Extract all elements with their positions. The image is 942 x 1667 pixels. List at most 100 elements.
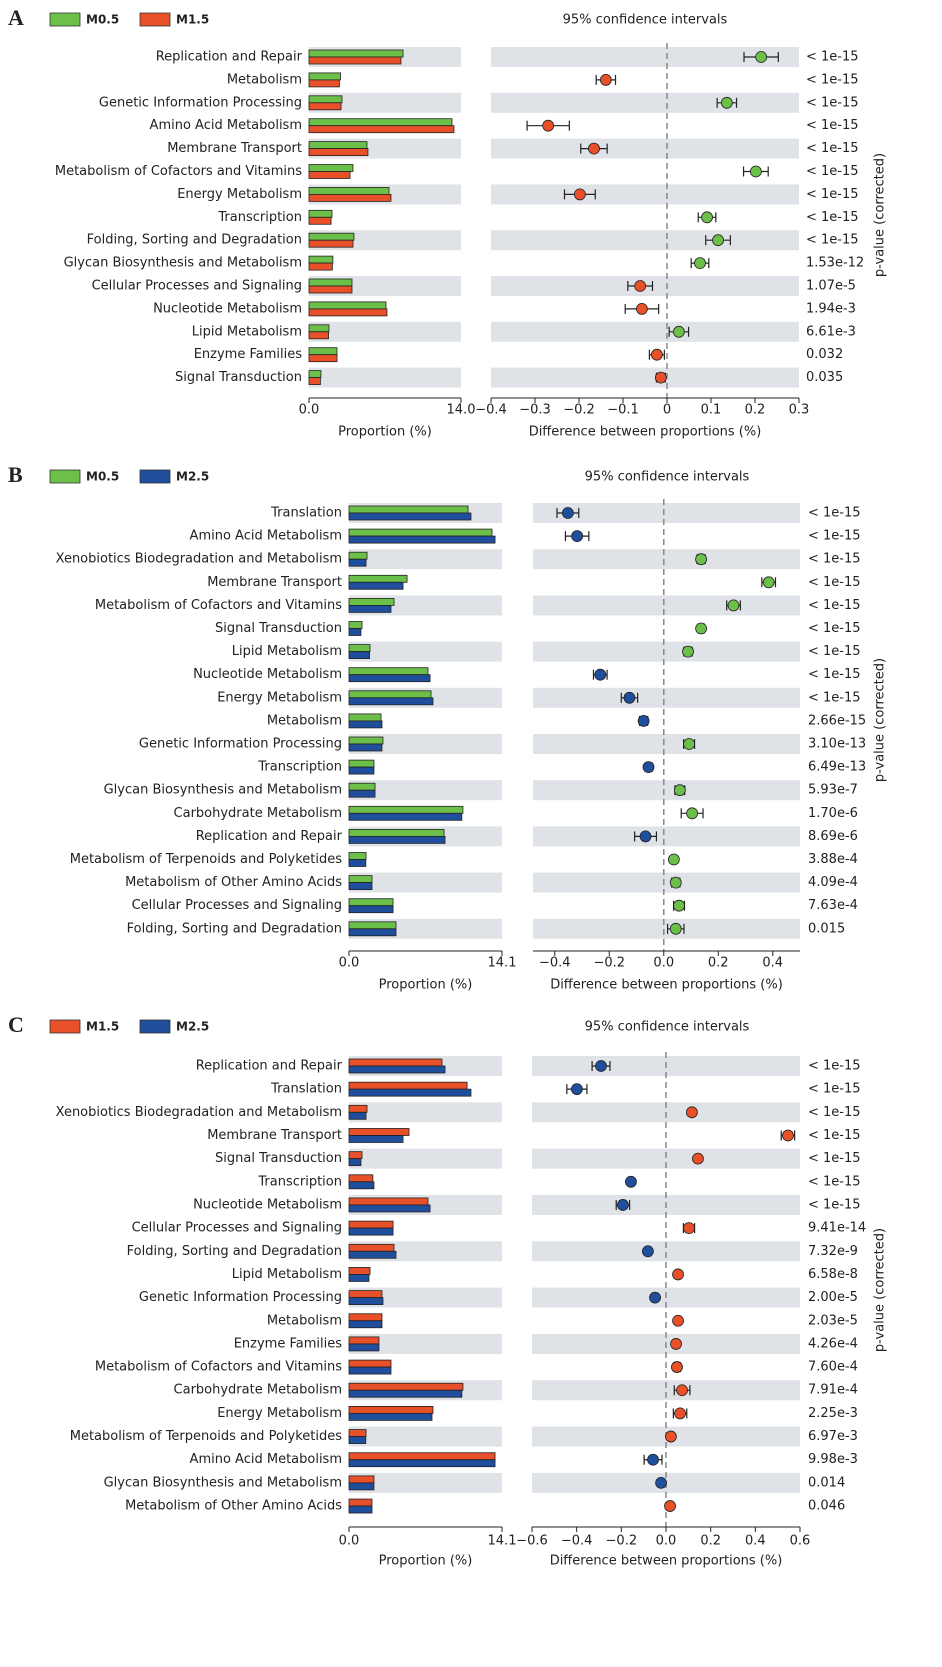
p-value: < 1e-15 <box>806 50 859 65</box>
category-label: Nucleotide Metabolism <box>193 1197 342 1212</box>
p-value: 7.91e-4 <box>808 1383 858 1398</box>
difference-dot <box>669 876 682 889</box>
row-band <box>309 321 461 342</box>
difference-dot <box>694 257 706 270</box>
difference-dot <box>573 188 586 201</box>
category-label: Glycan Biosynthesis and Metabolism <box>104 783 342 798</box>
category-label: Genetic Information Processing <box>139 1290 342 1305</box>
row-band <box>349 1333 502 1354</box>
x-axis-label: Difference between proportions (%) <box>550 978 783 993</box>
bar <box>348 1243 395 1252</box>
difference-dot <box>654 371 667 384</box>
category-label: Folding, Sorting and Degradation <box>127 1244 342 1259</box>
bar <box>348 512 472 521</box>
bar <box>348 605 392 613</box>
bar <box>348 759 375 768</box>
bar <box>348 1389 463 1398</box>
category-label: Membrane Transport <box>207 575 342 590</box>
bar <box>348 1058 443 1067</box>
category-label: Glycan Biosynthesis and Metabolism <box>64 256 302 271</box>
x-tick-label: 0.4 <box>745 1534 766 1549</box>
row-band <box>491 184 799 205</box>
difference-dot <box>683 1222 695 1235</box>
bar <box>348 1320 383 1329</box>
bar <box>348 1452 496 1461</box>
difference-dot <box>634 280 647 292</box>
panel-letter: C <box>8 1012 24 1037</box>
p-value: 0.032 <box>806 347 843 362</box>
bar <box>348 1359 392 1368</box>
p-value: 6.61e-3 <box>806 324 856 339</box>
x-axis-label: Proportion (%) <box>338 425 432 440</box>
x-tick-label: −0.2 <box>563 403 595 418</box>
bar <box>308 186 390 195</box>
p-value: 6.97e-3 <box>808 1429 858 1444</box>
p-value: < 1e-15 <box>808 1151 861 1166</box>
category-label: Carbohydrate Metabolism <box>174 1383 342 1398</box>
bar <box>348 551 368 560</box>
x-tick-label: 0.2 <box>700 1534 721 1549</box>
ci-title: 95% confidence intervals <box>563 13 728 28</box>
difference-dot <box>683 738 696 750</box>
difference-dot <box>720 96 733 109</box>
difference-dot <box>561 507 574 519</box>
row-band <box>491 138 799 159</box>
category-label: Metabolism <box>267 713 342 728</box>
p-value: 7.32e-9 <box>808 1244 858 1259</box>
bar <box>308 347 338 356</box>
bar <box>348 644 371 652</box>
row-band <box>532 1380 800 1401</box>
category-label: Folding, Sorting and Degradation <box>127 921 342 936</box>
p-value: < 1e-15 <box>808 1174 861 1189</box>
difference-dot <box>712 234 724 247</box>
difference-dot <box>595 1060 607 1072</box>
category-label: Metabolism of Cofactors and Vitamins <box>95 1360 342 1375</box>
difference-dot <box>674 1407 686 1420</box>
bar <box>308 232 355 241</box>
difference-dot <box>701 211 713 224</box>
p-value: < 1e-15 <box>806 187 859 202</box>
bar <box>308 308 388 317</box>
x-tick-label: 0.6 <box>790 1534 811 1549</box>
p-value: 6.58e-8 <box>808 1267 858 1282</box>
bar <box>348 1151 363 1160</box>
category-label: Energy Metabolism <box>217 690 342 705</box>
bar <box>348 621 363 629</box>
bar <box>348 1081 468 1090</box>
bar <box>308 239 354 248</box>
p-value: < 1e-15 <box>806 141 859 156</box>
bar <box>348 674 431 683</box>
difference-dot <box>636 302 648 315</box>
bar <box>348 1267 371 1275</box>
panel-letter: A <box>8 5 24 30</box>
p-value: < 1e-15 <box>808 552 861 567</box>
panel-letter: B <box>8 462 23 487</box>
difference-dot <box>749 165 762 178</box>
difference-dot <box>570 1083 583 1096</box>
category-label: Cellular Processes and Signaling <box>132 898 342 913</box>
bar <box>348 928 397 937</box>
row-band <box>491 321 799 342</box>
bar <box>348 905 394 914</box>
bar <box>348 882 373 890</box>
category-label: Energy Metabolism <box>217 1406 342 1421</box>
bar <box>348 505 469 514</box>
row-band <box>349 1287 502 1308</box>
bar <box>308 49 404 58</box>
difference-dot <box>672 325 685 338</box>
legend-label: M1.5 <box>176 13 209 27</box>
x-tick-label: 14.0 <box>447 403 476 418</box>
difference-dot <box>594 668 607 681</box>
p-value: < 1e-15 <box>808 1082 861 1097</box>
row-band <box>533 872 800 893</box>
p-value: < 1e-15 <box>808 1128 861 1143</box>
p-value: < 1e-15 <box>808 506 861 521</box>
difference-dot <box>686 807 699 820</box>
bar <box>348 859 367 867</box>
bar <box>348 1498 373 1507</box>
bar <box>348 1111 367 1120</box>
category-label: Transcription <box>257 1174 342 1189</box>
category-label: Metabolism of Other Amino Acids <box>125 1499 342 1514</box>
difference-dot <box>727 599 740 612</box>
legend-label: M0.5 <box>86 13 119 27</box>
